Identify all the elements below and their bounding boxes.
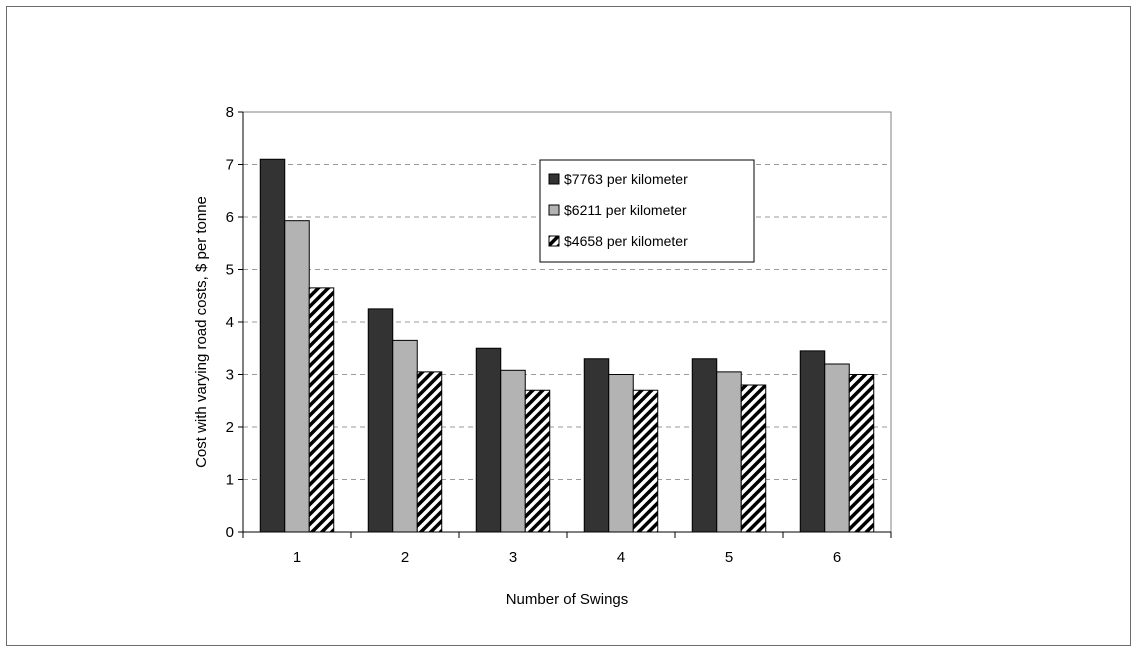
bar-series-2 — [824, 363, 850, 533]
x-axis-label: Number of Swings — [506, 591, 629, 608]
legend-label: $7763 per kilometer — [564, 171, 688, 187]
bar-series-3 — [848, 374, 875, 533]
y-tick-label: 2 — [226, 419, 234, 436]
x-tick-label: 2 — [401, 549, 409, 566]
x-tick-label: 1 — [293, 549, 301, 566]
x-tick-label: 5 — [725, 549, 733, 566]
bar-series-3 — [524, 389, 551, 533]
y-tick-label: 7 — [226, 157, 234, 174]
bar-series-1 — [475, 347, 502, 533]
bar-series-3 — [740, 384, 767, 533]
x-tick-label: 4 — [617, 549, 625, 566]
bar-series-1 — [691, 358, 718, 533]
legend-label: $4658 per kilometer — [564, 233, 688, 249]
y-tick-label: 1 — [226, 472, 234, 489]
x-axis-ticks: 1 2 3 4 5 6 — [242, 532, 892, 566]
legend-swatch — [548, 235, 560, 247]
bar-series-1 — [259, 158, 286, 533]
legend-swatch — [548, 173, 560, 185]
bars-group — [259, 158, 875, 533]
bar-series-3 — [632, 389, 659, 533]
y-tick-label: 4 — [226, 314, 234, 331]
bar-chart: 0 1 2 3 4 5 6 7 8 1 2 3 4 5 6 Cost with varying road … — [193, 104, 892, 608]
legend-box — [539, 159, 755, 263]
legend: $7763 per kilometer $6211 per kilometer $4… — [539, 159, 755, 263]
legend-label: $6211 per kilometer — [564, 202, 687, 218]
y-tick-label: 3 — [226, 367, 234, 384]
bar-series-2 — [500, 369, 526, 533]
bar-series-3 — [308, 287, 335, 533]
bar-series-2 — [392, 339, 418, 533]
gridlines — [243, 164, 891, 480]
bar-series-1 — [799, 350, 826, 533]
y-tick-label: 6 — [226, 209, 234, 226]
y-axis-ticks: 0 1 2 3 4 5 6 7 8 — [226, 104, 243, 541]
bar-series-2 — [284, 220, 310, 533]
y-tick-label: 5 — [226, 262, 234, 279]
y-tick-label: 0 — [226, 524, 234, 541]
bar-series-1 — [367, 308, 394, 533]
y-tick-label: 8 — [226, 104, 234, 121]
bar-series-2 — [608, 374, 634, 533]
bar-series-1 — [583, 358, 610, 533]
legend-swatch — [548, 204, 560, 216]
bar-series-2 — [716, 371, 742, 533]
bar-series-3 — [416, 371, 443, 533]
y-axis-label: Cost with varying road costs, $ per tonn… — [193, 196, 210, 468]
x-tick-label: 3 — [509, 549, 517, 566]
x-tick-label: 6 — [833, 549, 841, 566]
